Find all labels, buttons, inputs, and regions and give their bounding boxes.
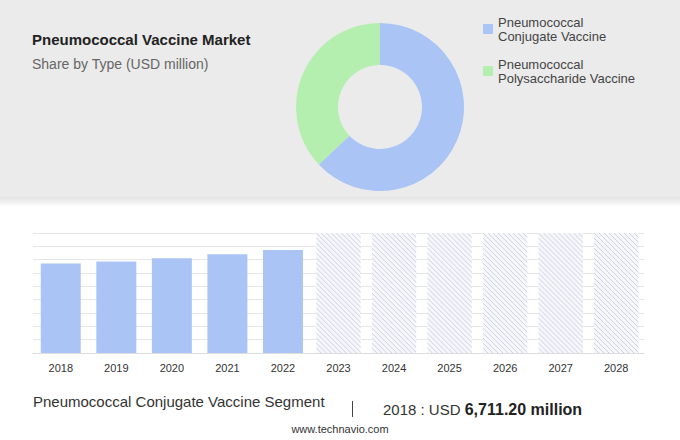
svg-text:2023: 2023 xyxy=(326,362,350,374)
html-text:Pneumococcal Conjugate Vaccine: Pneumococcal Conjugate Vaccine Segment xyxy=(33,393,325,410)
svg-text:Polysaccharide Vaccine: Polysaccharide Vaccine xyxy=(498,71,635,86)
svg-text:2021: 2021 xyxy=(215,362,239,374)
svg-text:Conjugate Vaccine: Conjugate Vaccine xyxy=(498,29,606,44)
svg-text:2019: 2019 xyxy=(104,362,128,374)
svg-text:2028: 2028 xyxy=(604,362,628,374)
html-text:2018 : USD 6,711.20 million: 2018 : USD 6,711.20 million xyxy=(383,401,583,418)
svg-text:Pneumococcal: Pneumococcal xyxy=(498,57,583,72)
svg-text:Share by Type (USD million): Share by Type (USD million) xyxy=(32,56,208,72)
svg-text:2020: 2020 xyxy=(160,362,184,374)
svg-text:2024: 2024 xyxy=(382,362,406,374)
svg-text:2026: 2026 xyxy=(493,362,517,374)
svg-text:2022: 2022 xyxy=(271,362,295,374)
svg-text:2018: 2018 xyxy=(49,362,73,374)
svg-text:Pneumococcal Vaccine Market: Pneumococcal Vaccine Market xyxy=(32,31,250,48)
svg-text:Pneumococcal: Pneumococcal xyxy=(498,15,583,30)
svg-text:2025: 2025 xyxy=(437,362,461,374)
html-text:www.technavio.com: www.technavio.com xyxy=(291,423,389,435)
svg-text:2027: 2027 xyxy=(548,362,572,374)
